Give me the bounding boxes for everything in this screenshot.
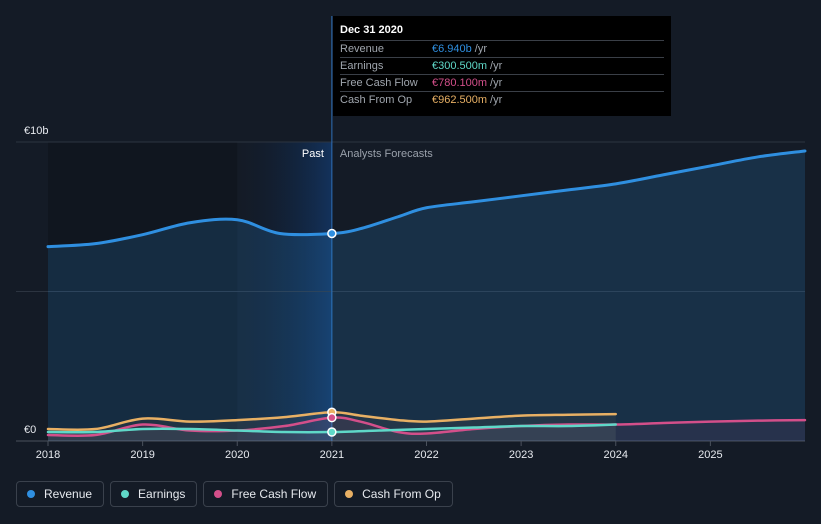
legend-item-revenue[interactable]: Revenue [16, 481, 105, 507]
tooltip-label: Free Cash Flow [340, 77, 418, 89]
x-tick-label: 2022 [414, 449, 438, 461]
tooltip-value: €300.500m [432, 60, 488, 72]
x-tick-label: 2018 [36, 449, 60, 461]
tooltip-row-free-cash-flow: Free Cash Flow €780.100m /yr [340, 74, 664, 91]
y-axis-label-bottom: €0 [24, 424, 36, 436]
legend-label: Earnings [138, 487, 186, 501]
point-revenue [327, 228, 337, 239]
x-tick-label: 2021 [320, 449, 344, 461]
tooltip: Dec 31 2020 Revenue €6.940b /yr Earnings… [333, 16, 671, 116]
tooltip-unit: /yr [490, 94, 503, 106]
tooltip-date: Dec 31 2020 [340, 24, 403, 36]
x-tick-label: 2019 [130, 449, 154, 461]
legend-label: Revenue [44, 487, 93, 501]
x-tick-label: 2020 [225, 449, 249, 461]
chart-area: €10b €0 Past Analysts Forecasts 2018 2019 2020… [16, 16, 807, 461]
y-axis-label-top: €10b [24, 125, 48, 137]
legend-item-cash-from-op[interactable]: Cash From Op [334, 481, 453, 507]
tooltip-row-earnings: Earnings €300.500m /yr [340, 57, 664, 74]
legend-label: Cash From Op [362, 487, 441, 501]
tooltip-unit: /yr [474, 43, 487, 55]
point-free-cash-flow [327, 412, 337, 423]
legend-dot-icon [27, 490, 35, 498]
legend-dot-icon [121, 490, 130, 498]
x-tick-label: 2023 [509, 449, 533, 461]
legend-item-earnings[interactable]: Earnings [110, 481, 198, 507]
tooltip-unit: /yr [490, 77, 503, 89]
tooltip-label: Earnings [340, 60, 384, 72]
forecast-label: Analysts Forecasts [340, 148, 433, 160]
x-tick-label: 2024 [604, 449, 628, 461]
legend: Revenue Earnings Free Cash Flow Cash Fro… [16, 481, 453, 507]
tooltip-value: €780.100m [432, 77, 488, 89]
tooltip-label: Revenue [340, 43, 385, 55]
legend-dot-icon [345, 490, 354, 498]
line-cash-from-op [46, 411, 617, 432]
tooltip-value: €6.940b [432, 43, 472, 55]
x-tick-label: 2025 [698, 449, 722, 461]
past-label: Past [302, 148, 324, 160]
area-revenue [48, 150, 805, 441]
tooltip-row-cash-from-op: Cash From Op €962.500m /yr [340, 91, 664, 108]
point-earnings [327, 427, 337, 437]
tooltip-row-revenue: Revenue €6.940b /yr [340, 40, 664, 57]
area-free-cash-flow [48, 417, 805, 441]
legend-label: Free Cash Flow [231, 487, 317, 501]
legend-dot-icon [214, 490, 223, 498]
line-revenue [46, 149, 807, 249]
tooltip-unit: /yr [490, 60, 503, 72]
legend-item-free-cash-flow[interactable]: Free Cash Flow [203, 481, 329, 507]
tooltip-value: €962.500m [432, 94, 488, 106]
tooltip-label: Cash From Op [340, 94, 413, 106]
